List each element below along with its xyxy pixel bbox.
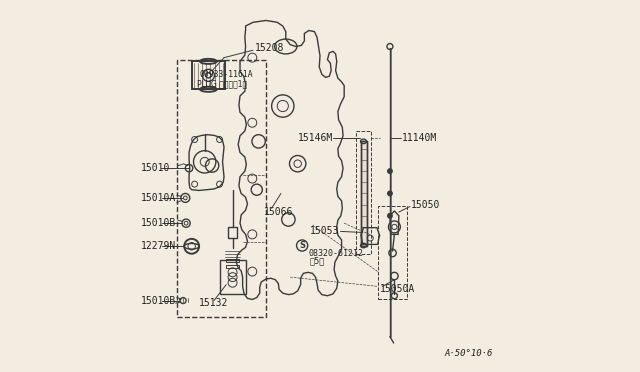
Text: 12279N: 12279N (141, 241, 176, 251)
Bar (227, 265, 239, 268)
Bar (356, 131, 371, 254)
Bar (228, 227, 237, 238)
Text: 15053: 15053 (310, 227, 340, 236)
Text: 11140M: 11140M (402, 134, 437, 143)
Text: 15050: 15050 (411, 201, 440, 210)
Text: 15132: 15132 (199, 298, 228, 308)
Circle shape (388, 214, 392, 218)
Text: 15146M: 15146M (298, 134, 333, 143)
Text: A·50°10·6: A·50°10·6 (445, 349, 493, 358)
Bar (378, 206, 408, 299)
Text: 15010A: 15010A (141, 193, 176, 203)
Circle shape (388, 169, 392, 173)
Text: 15010B: 15010B (141, 218, 176, 228)
Text: （5）: （5） (310, 257, 325, 266)
Text: PLUG プラグ（1）: PLUG プラグ（1） (197, 79, 248, 88)
Circle shape (388, 191, 392, 196)
Bar (227, 259, 239, 262)
Text: 15066: 15066 (264, 207, 293, 217)
Text: 00933-1161A: 00933-1161A (199, 70, 253, 79)
Text: S: S (299, 241, 305, 250)
Bar (177, 60, 266, 317)
Bar (220, 260, 246, 294)
Text: 15010: 15010 (141, 163, 170, 173)
Bar (360, 141, 367, 246)
Text: 15208: 15208 (255, 44, 284, 53)
Text: 15050A: 15050A (380, 285, 415, 294)
Bar (360, 141, 367, 246)
Text: 15010B: 15010B (141, 296, 176, 305)
Text: 08320-61212: 08320-61212 (308, 249, 363, 258)
